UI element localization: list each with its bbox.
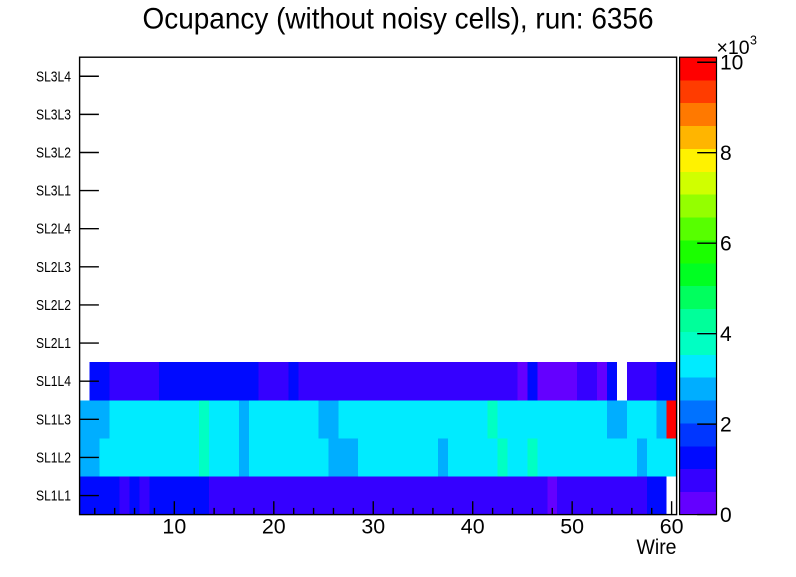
svg-text:20: 20 bbox=[262, 515, 286, 539]
svg-text:6: 6 bbox=[720, 232, 732, 255]
svg-text:SL3L3: SL3L3 bbox=[36, 107, 71, 123]
svg-text:0: 0 bbox=[720, 504, 732, 527]
svg-text:10: 10 bbox=[162, 515, 186, 539]
svg-text:SL1L3: SL1L3 bbox=[36, 412, 71, 428]
svg-text:40: 40 bbox=[461, 515, 485, 539]
svg-text:SL2L2: SL2L2 bbox=[36, 298, 71, 314]
svg-text:8: 8 bbox=[720, 142, 732, 165]
svg-text:30: 30 bbox=[361, 515, 385, 539]
svg-text:3: 3 bbox=[750, 34, 757, 48]
svg-text:Wire: Wire bbox=[637, 535, 677, 559]
svg-text:SL1L2: SL1L2 bbox=[36, 450, 71, 466]
svg-text:4: 4 bbox=[720, 323, 732, 346]
svg-text:SL3L4: SL3L4 bbox=[36, 69, 71, 85]
svg-text:60: 60 bbox=[660, 515, 684, 539]
svg-text:SL1L1: SL1L1 bbox=[36, 489, 71, 505]
svg-text:Ocupancy (without noisy cells): Ocupancy (without noisy cells), run: 635… bbox=[143, 3, 654, 36]
svg-text:SL2L1: SL2L1 bbox=[36, 336, 71, 352]
svg-text:SL3L1: SL3L1 bbox=[36, 184, 71, 200]
svg-text:SL2L3: SL2L3 bbox=[36, 260, 71, 276]
svg-text:50: 50 bbox=[560, 515, 584, 539]
svg-text:×10: ×10 bbox=[717, 37, 750, 59]
svg-text:10: 10 bbox=[720, 52, 743, 75]
svg-text:SL3L2: SL3L2 bbox=[36, 145, 71, 161]
svg-text:SL2L4: SL2L4 bbox=[36, 222, 71, 238]
svg-text:2: 2 bbox=[720, 413, 732, 436]
svg-text:SL1L4: SL1L4 bbox=[36, 374, 71, 390]
